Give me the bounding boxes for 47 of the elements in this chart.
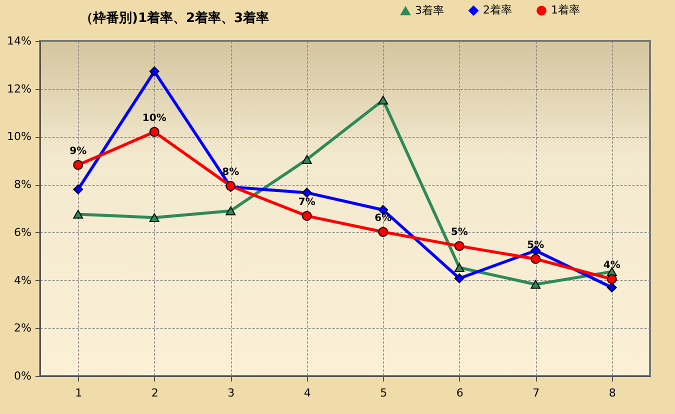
legend-label: 1着率: [551, 4, 580, 17]
y-tick-label: 2%: [14, 322, 32, 335]
chart-title: （枠番別)1着率、2着率、3着率: [80, 10, 270, 26]
point: [530, 254, 541, 264]
x-tick-label: 7: [532, 386, 540, 400]
data-label: 4%: [603, 260, 620, 272]
y-tick-label: 0%: [14, 370, 32, 382]
point: [454, 263, 464, 272]
y-tick-label: 14%: [7, 34, 32, 48]
data-label: 5%: [527, 240, 544, 251]
y-tick-label: 8%: [14, 178, 32, 192]
point: [302, 188, 312, 198]
point: [149, 213, 160, 222]
point: [149, 66, 160, 76]
point: [73, 210, 84, 219]
point: [378, 226, 388, 237]
point: [606, 282, 617, 292]
data-label: 7%: [298, 196, 316, 208]
x-tick-label: 5: [380, 386, 388, 400]
x-tick-label: 8: [608, 386, 616, 400]
point: [454, 241, 464, 252]
x-tick-label: 3: [228, 386, 235, 400]
point: [302, 155, 312, 164]
x-tick-label: 6: [456, 386, 464, 400]
y-tick-label: 10%: [7, 130, 32, 144]
x-tick-label: 4: [304, 386, 311, 400]
data-label: 10%: [142, 112, 166, 124]
point: [226, 206, 236, 216]
point: [73, 160, 84, 170]
y-tick-label: 6%: [14, 226, 32, 239]
point: [454, 273, 464, 284]
point: [73, 184, 84, 194]
point: [378, 96, 388, 104]
point: [530, 280, 541, 289]
data-label: 6%: [374, 212, 392, 224]
data-label: 8%: [222, 167, 240, 178]
y-tick-label: 4%: [14, 274, 32, 287]
data-label: 5%: [450, 227, 468, 238]
x-tick-label: 1: [75, 386, 82, 400]
point: [149, 126, 160, 137]
point: [302, 210, 312, 221]
y-tick-label: 12%: [7, 82, 32, 96]
data-label: 9%: [70, 146, 87, 157]
x-tick-label: 2: [151, 386, 158, 400]
legend-label: 2着率: [483, 4, 512, 17]
point: [606, 274, 617, 284]
legend-label: 3着率: [415, 4, 444, 17]
